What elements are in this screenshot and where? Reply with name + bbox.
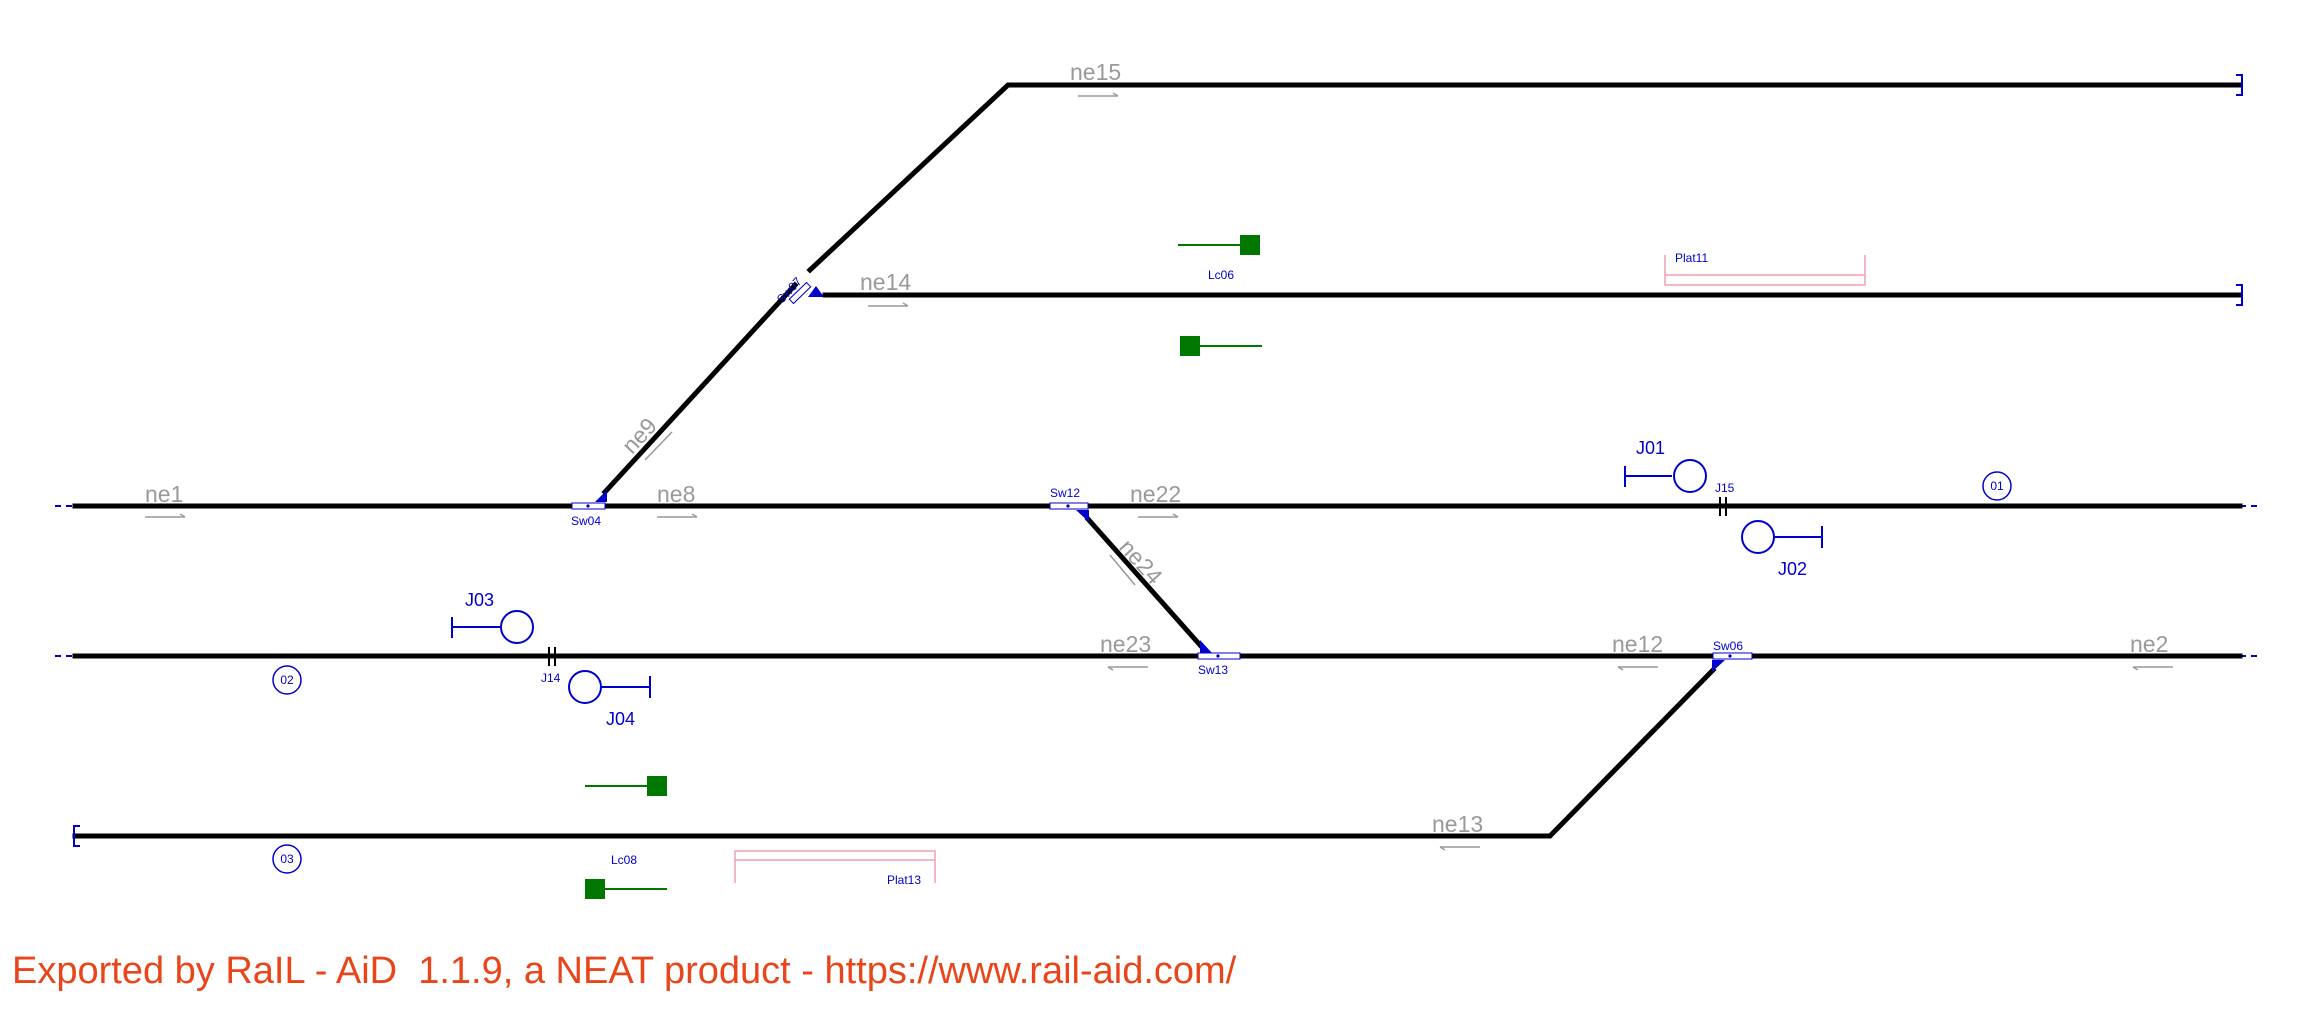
signal-j01[interactable]: J01	[1624, 438, 1707, 493]
level-crossing-lc08-label: Lc08	[611, 853, 637, 867]
signal-j01-label: J01	[1636, 438, 1665, 458]
label-ne8: ne8	[657, 481, 695, 507]
signal-j03-label: J03	[465, 590, 494, 610]
switch-sw13[interactable]: Sw13	[1197, 640, 1241, 677]
label-ne2: ne2	[2130, 631, 2168, 657]
switch-sw12[interactable]: Sw12	[1049, 486, 1089, 522]
joint-j15: J15	[1715, 481, 1735, 516]
level-crossing-lc06-label: Lc06	[1208, 268, 1234, 282]
track-ne9	[601, 281, 799, 496]
track-ne15	[806, 82, 2243, 274]
tracks	[72, 82, 2243, 839]
export-footer: Exported by RaIL - AiD 1.1.9, a NEAT pro…	[12, 950, 1237, 992]
border-03: 03	[272, 844, 302, 874]
label-ne9: ne9	[617, 413, 662, 459]
label-ne22: ne22	[1130, 481, 1181, 507]
buffer-stop-ne14	[2236, 284, 2243, 306]
level-crossing-lc08[interactable]: Lc08	[585, 776, 667, 899]
switch-sw12-label: Sw12	[1050, 486, 1080, 500]
track-ne13	[72, 666, 1717, 839]
track-ne24	[1084, 515, 1204, 649]
joint-j14-label: J14	[541, 671, 561, 685]
border-02: 02	[272, 665, 302, 695]
platform-plat11-label: Plat11	[1675, 251, 1708, 265]
switch-sw06-label: Sw06	[1713, 639, 1743, 653]
platform-plat11[interactable]: Plat11	[1664, 251, 1866, 286]
level-crossing-lc06[interactable]: Lc06	[1178, 235, 1262, 356]
border-03-label: 03	[280, 852, 294, 866]
platform-plat13-label: Plat13	[887, 873, 921, 887]
buffer-stop-ne13	[73, 825, 80, 847]
border-01-label: 01	[1990, 479, 2004, 493]
label-ne15: ne15	[1070, 59, 1121, 85]
label-ne12: ne12	[1612, 631, 1663, 657]
switch-sw04-label: Sw04	[571, 514, 601, 528]
track-end-extensions	[55, 505, 2262, 657]
switch-sw06[interactable]: Sw06	[1712, 639, 1753, 672]
label-ne13: ne13	[1432, 811, 1483, 837]
signal-j04-label: J04	[606, 709, 635, 729]
signal-j02[interactable]: J02	[1741, 520, 1823, 579]
buffer-stop-ne15	[2236, 74, 2243, 96]
direction-arrows	[145, 92, 2173, 851]
switch-sw13-label: Sw13	[1198, 663, 1228, 677]
label-ne1: ne1	[145, 481, 183, 507]
signal-j03[interactable]: J03	[451, 590, 534, 644]
label-ne14: ne14	[860, 269, 911, 295]
switch-sw04[interactable]: Sw04	[571, 490, 607, 528]
joint-j14: J14	[541, 647, 561, 685]
buffer-stops	[73, 74, 2243, 847]
signal-j04[interactable]: J04	[568, 670, 651, 729]
joint-j15-label: J15	[1715, 481, 1735, 495]
border-02-label: 02	[280, 673, 294, 687]
switch-sw07[interactable]: Sw07	[774, 274, 824, 306]
signal-j02-label: J02	[1778, 559, 1807, 579]
platform-plat13[interactable]: Plat13	[734, 850, 936, 887]
label-ne23: ne23	[1100, 631, 1151, 657]
border-01: 01	[1982, 471, 2012, 501]
